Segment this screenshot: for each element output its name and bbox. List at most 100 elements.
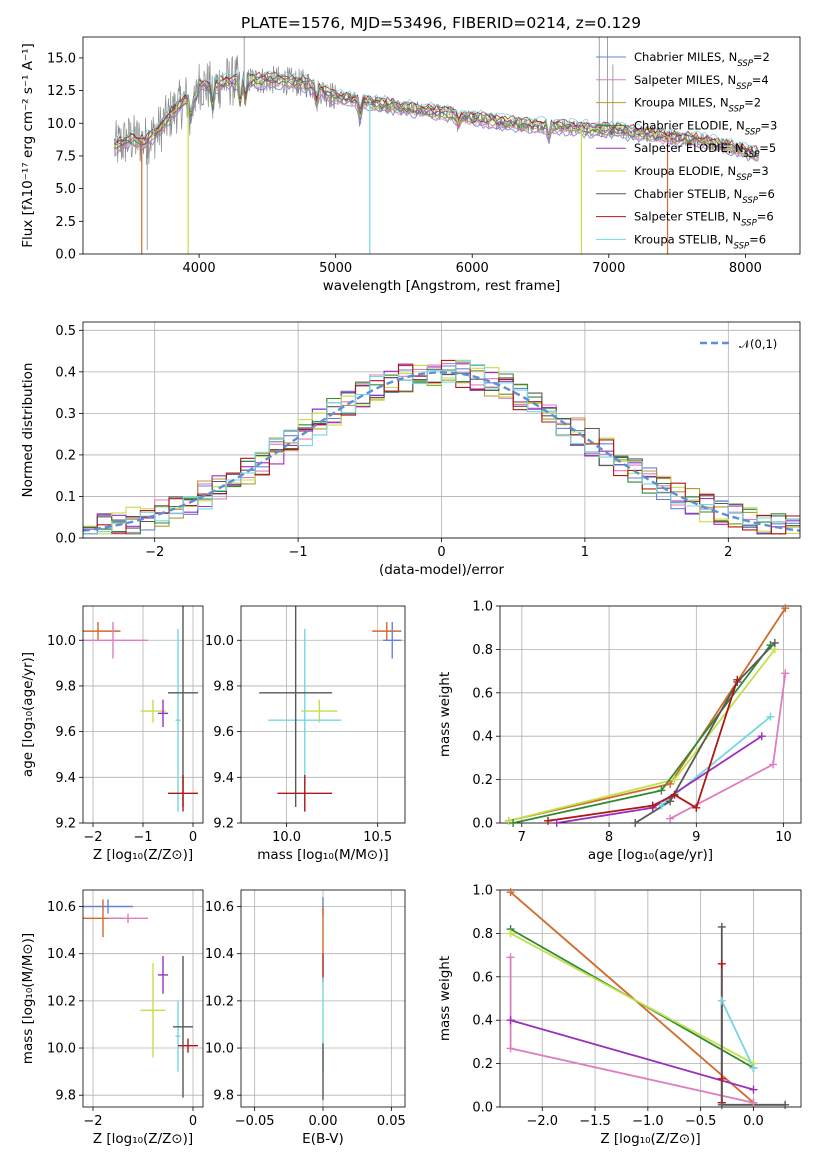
mass-weight-marker xyxy=(769,760,778,769)
x-tick-label: −2 xyxy=(83,1114,102,1129)
plot-area xyxy=(83,359,800,535)
mass-weight-marker xyxy=(749,1085,758,1094)
weight-vs-metallicity-panel: −2.0 −1.5 −1.0 −0.5 0.0 0.0 0.2 0.4 0.6 0.8 1.0 Z [… xyxy=(437,884,802,1147)
axes-frame xyxy=(499,889,802,1108)
y-tick-label: 9.4 xyxy=(55,771,76,786)
legend-label: Salpeter ELODIE, NSSP=5 xyxy=(634,141,776,160)
mass-weight-marker xyxy=(717,1100,726,1109)
mass-weight-marker xyxy=(757,732,766,741)
y-tick-label: 10.0 xyxy=(205,1042,234,1057)
axes: 7 8 9 10 0.0 0.2 0.4 0.6 0.8 1.0 age [log₁₀(age/yr… xyxy=(437,600,802,863)
plot-area xyxy=(83,606,198,812)
mass-weight-line xyxy=(510,932,754,1065)
plot-area xyxy=(114,37,760,254)
mass-weight-marker xyxy=(670,775,679,784)
y-tick-label: 0.0 xyxy=(472,1101,493,1116)
model-spectrum-line xyxy=(114,76,760,158)
y-tick-label: 10.6 xyxy=(47,900,76,915)
legend-label: Chabrier STELIB, NSSP=6 xyxy=(634,187,775,206)
x-tick-label: 2 xyxy=(724,545,732,560)
x-tick-label: 0.00 xyxy=(309,1114,338,1129)
legend-label: 𝒩(0,1) xyxy=(739,337,777,351)
plot-area xyxy=(508,607,787,823)
mass-weight-marker xyxy=(733,675,742,684)
legend-label: Kroupa ELODIE, NSSP=3 xyxy=(634,164,769,183)
axes: −2.0 −1.5 −1.0 −0.5 0.0 0.0 0.2 0.4 0.6 0.8 1.0 Z [… xyxy=(437,884,802,1147)
mass-weight-marker xyxy=(781,1100,790,1109)
y-tick-label: 10.0 xyxy=(47,634,76,649)
mass-weight-marker xyxy=(509,819,518,827)
mass-weight-marker xyxy=(692,803,701,812)
x-tick-label: 10 xyxy=(775,830,792,845)
mass-weight-marker xyxy=(717,959,726,968)
grid-lines xyxy=(83,606,203,824)
residuals-panel: −2 −1 0 1 2 0.0 0.1 0.2 0.3 0.4 0.5 (data-model)/er… xyxy=(20,321,801,578)
y-tick-label: 9.2 xyxy=(55,817,76,832)
y-tick-label: 0.0 xyxy=(55,532,76,547)
y-tick-label: 0.2 xyxy=(472,1057,493,1072)
axes: −2 −1 0 1 2 0.0 0.1 0.2 0.3 0.4 0.5 (data-model)/er… xyxy=(20,321,801,578)
y-tick-label: 0.8 xyxy=(472,927,493,942)
mass-weight-marker xyxy=(506,953,515,962)
legend-label: Kroupa MILES, NSSP=2 xyxy=(634,96,761,115)
x-tick-label: 0.05 xyxy=(377,1114,406,1129)
spectrum-panel: 4000 5000 6000 7000 8000 0.0 2.5 5.0 7.5 10.0 12.5… xyxy=(20,36,801,294)
x-tick-label: 5000 xyxy=(319,261,352,276)
y-tick-label: 0.2 xyxy=(472,773,493,788)
x-tick-label: 1 xyxy=(581,545,589,560)
x-tick-label: 7 xyxy=(518,830,526,845)
mass-weight-marker xyxy=(631,819,640,827)
age-vs-mass-panel: 10.0 10.5 9.2 9.4 9.6 9.8 10.0 mass [log₁₀(M/M⊙… xyxy=(205,605,406,863)
x-axis-label: Z [log₁₀(Z/Z⊙)] xyxy=(93,1131,193,1147)
y-tick-label: 0.0 xyxy=(472,817,493,832)
plot-area xyxy=(509,891,786,1106)
residual-histogram-line xyxy=(83,359,800,535)
plot-area xyxy=(259,606,402,812)
y-tick-label: 0.4 xyxy=(55,365,76,380)
legend-label: Salpeter STELIB, NSSP=6 xyxy=(634,210,774,229)
y-tick-label: 9.2 xyxy=(213,817,234,832)
x-tick-label: 0 xyxy=(189,830,197,845)
mass-weight-marker xyxy=(766,712,775,721)
mass-weight-marker xyxy=(717,1074,726,1083)
plot-area xyxy=(83,899,198,1098)
y-tick-label: 10.0 xyxy=(47,117,76,132)
x-tick-label: −1 xyxy=(289,545,308,560)
y-axis-label: mass weight xyxy=(437,672,453,757)
mass-weight-marker xyxy=(506,1016,515,1025)
legend-label: Kroupa STELIB, NSSP=6 xyxy=(634,232,766,251)
x-tick-label: −1 xyxy=(133,830,152,845)
y-tick-label: 10.2 xyxy=(47,994,76,1009)
mass-weight-marker xyxy=(749,1063,758,1072)
y-tick-label: 10.6 xyxy=(205,900,234,915)
x-tick-label: −1.0 xyxy=(632,1114,664,1129)
mass-weight-marker xyxy=(552,819,561,827)
figure-title: PLATE=1576, MJD=53496, FIBERID=0214, z=0… xyxy=(241,14,641,32)
y-tick-label: 9.4 xyxy=(213,771,234,786)
y-axis-label: Flux [fλ10⁻¹⁷ erg cm⁻² s⁻¹ A⁻¹] xyxy=(20,43,36,248)
y-tick-label: 2.5 xyxy=(55,215,76,230)
x-tick-label: −2 xyxy=(145,545,164,560)
x-tick-label: 4000 xyxy=(183,261,216,276)
axes-frame xyxy=(82,321,801,539)
axes: −0.05 0.00 0.05 9.8 10.0 10.2 10.4 10.6 E(B-V) xyxy=(205,889,406,1147)
y-tick-label: 5.0 xyxy=(55,182,76,197)
x-axis-label: Z [log₁₀(Z/Z⊙)] xyxy=(93,847,193,863)
x-axis-label: Z [log₁₀(Z/Z⊙)] xyxy=(600,1131,700,1147)
mass-weight-line xyxy=(512,644,772,823)
x-tick-label: 0 xyxy=(189,1114,197,1129)
spectrum-legend: Chabrier MILES, NSSP=2 Salpeter MILES, NS… xyxy=(596,50,777,251)
y-axis-label: mass weight xyxy=(437,956,453,1041)
mass-weight-line xyxy=(510,1019,754,1091)
x-tick-label: 9 xyxy=(692,830,700,845)
x-tick-label: −2 xyxy=(83,830,102,845)
y-tick-label: 0.4 xyxy=(472,730,493,745)
x-axis-label: (data-model)/error xyxy=(379,562,505,578)
axes: −2 −1 0 9.2 9.4 9.6 9.8 10.0 Z [log₁₀(Z/Z⊙)] age … xyxy=(20,605,204,863)
y-tick-label: 0.2 xyxy=(55,448,76,463)
axes-frame xyxy=(240,889,406,1108)
axes: 10.0 10.5 9.2 9.4 9.6 9.8 10.0 mass [log₁₀(M/M⊙… xyxy=(205,605,406,863)
mass-weight-marker xyxy=(657,801,666,810)
axes-frame xyxy=(499,605,802,824)
x-tick-label: −0.05 xyxy=(235,1114,275,1129)
